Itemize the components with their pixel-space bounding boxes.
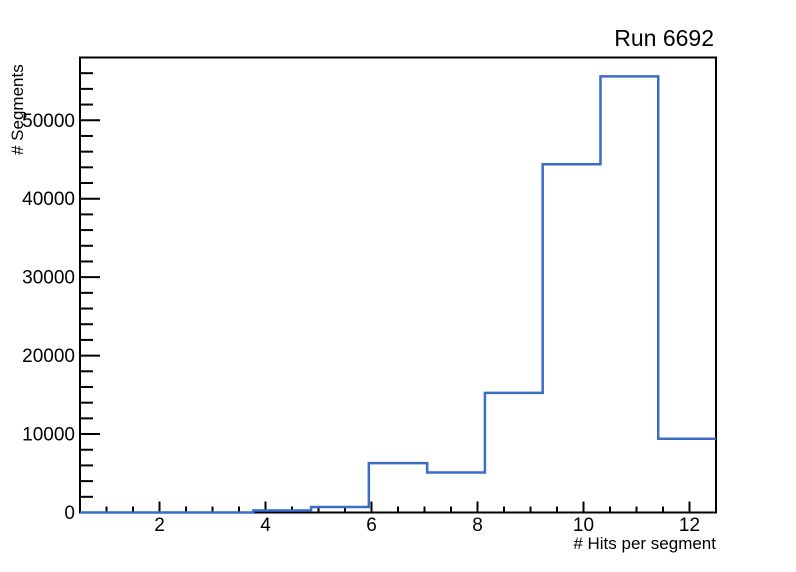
y-tick-label: 20000 bbox=[22, 346, 75, 367]
y-tick-label: 10000 bbox=[22, 425, 75, 446]
plot-frame bbox=[79, 56, 717, 514]
y-tick-label: 0 bbox=[64, 503, 75, 524]
x-axis-title: # Hits per segment bbox=[573, 534, 716, 553]
y-tick-label: 50000 bbox=[22, 111, 75, 132]
x-tick-label: 6 bbox=[366, 515, 377, 536]
x-tick-label: 4 bbox=[260, 515, 271, 536]
y-tick-label: 30000 bbox=[22, 268, 75, 289]
x-tick-label: 12 bbox=[679, 515, 700, 536]
y-tick-label: 40000 bbox=[22, 189, 75, 210]
x-tick-label: 8 bbox=[472, 515, 483, 536]
histogram-line bbox=[80, 75, 716, 514]
chart-title: Run 6692 bbox=[614, 25, 714, 51]
x-tick-label: 10 bbox=[573, 515, 594, 536]
x-tick-label: 2 bbox=[154, 515, 165, 536]
